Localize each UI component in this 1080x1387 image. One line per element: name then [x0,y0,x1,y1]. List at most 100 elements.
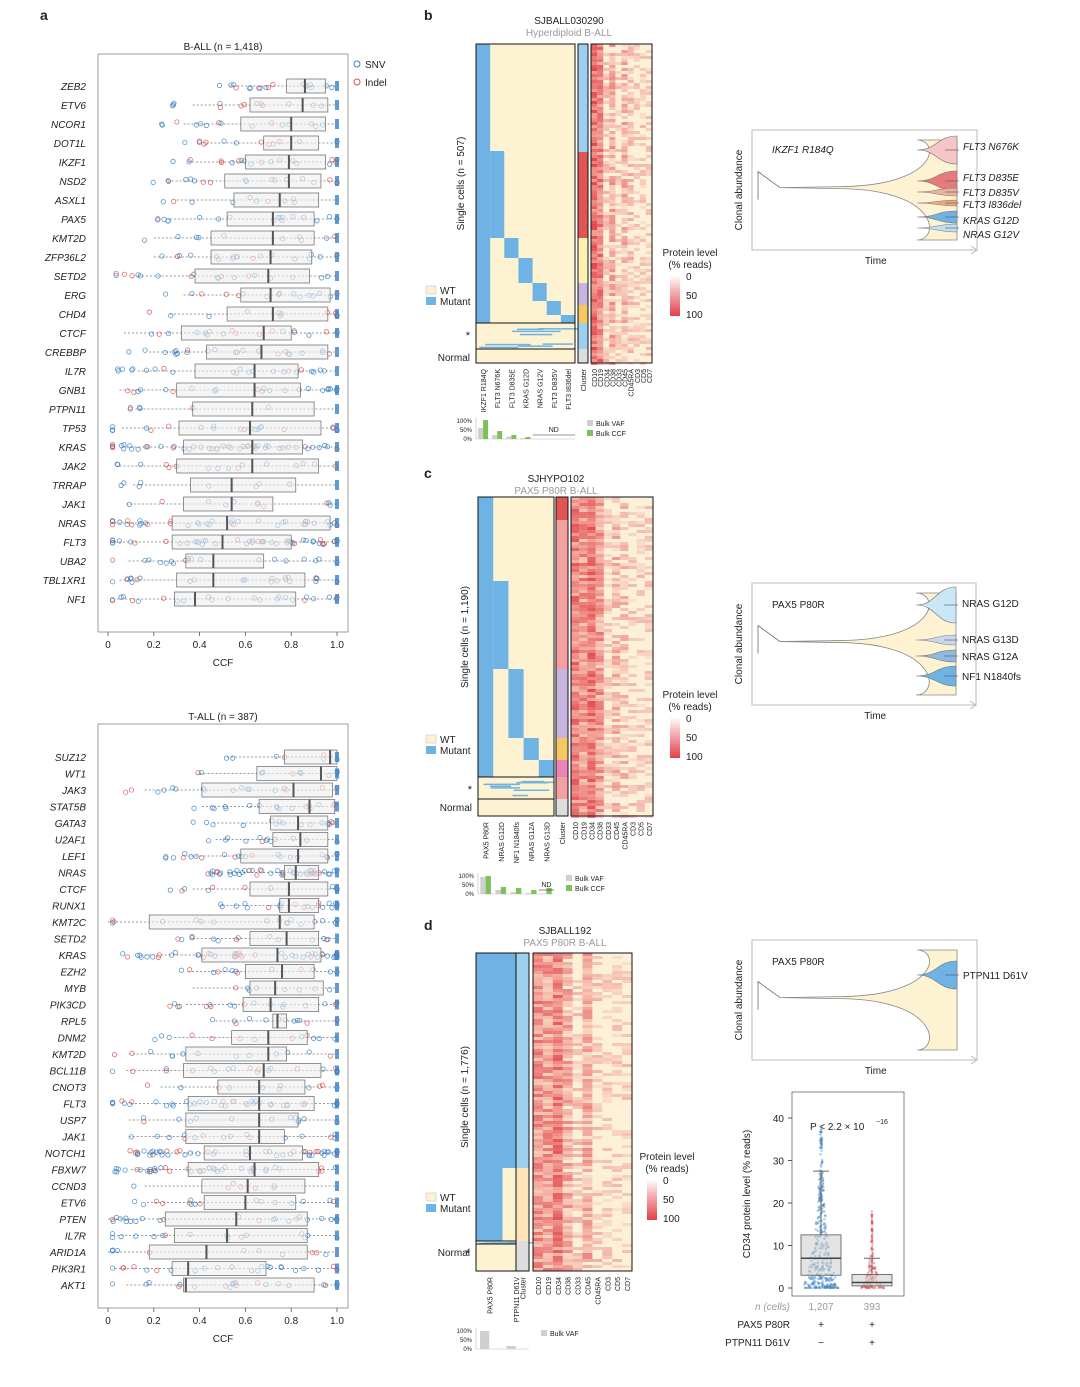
cd34-point [836,1286,840,1290]
heatmap-cell [609,179,616,182]
protein-label: CD5 [641,369,648,383]
data-point [196,214,203,221]
data-point [323,1251,329,1258]
data-point [161,595,167,601]
heatmap-cell [621,212,628,215]
data-point [114,1169,120,1175]
heatmap-cell [627,257,634,260]
data-point [327,161,333,167]
colorbar-step [647,1212,657,1214]
bulk-vaf-bar [506,1346,516,1349]
heatmap-cell [612,770,621,773]
heatmap-cell [622,1211,632,1214]
cd34-point [821,1184,824,1187]
colorbar-step [670,724,680,726]
cd34-point [874,1267,877,1271]
clonal-stack [335,252,339,262]
data-point [167,1003,173,1009]
bulk-tick: 50% [462,883,475,889]
clonal-stack [335,214,339,224]
clonal-stack [335,1197,339,1208]
sample-subtitle: Hyperdiploid B-ALL [526,28,613,39]
data-point [138,461,144,467]
heatmap-cell [620,662,629,665]
heatmap-cell [609,236,616,239]
heatmap-cell [615,203,622,206]
data-point [123,789,129,795]
heatmap-cell [571,614,580,617]
cd34-point [815,1286,819,1289]
heatmap-cell [579,707,588,710]
data-point [172,949,179,956]
subclone-mutant-block [508,669,524,738]
heatmap-cell [592,992,603,995]
heatmap-cell [552,1055,563,1058]
heatmap-cell [595,800,604,803]
heatmap-cell [591,314,598,317]
data-point [308,368,315,374]
heatmap-cell [621,62,628,65]
heatmap-cell [644,536,653,539]
heatmap-cell [552,992,563,995]
heatmap-cell [609,269,616,272]
heatmap-cell [644,656,653,659]
heatmap-cell [542,1223,553,1226]
heatmap-cell [621,260,628,263]
heatmap-cell [587,728,596,731]
heatmap-cell [644,539,653,542]
heatmap-cell [533,1142,543,1145]
data-point [115,1166,121,1172]
data-point [142,520,149,526]
heatmap-cell [633,65,640,68]
heatmap-cell [562,992,573,995]
heatmap-cell [595,776,604,779]
gene-label: SETD2 [54,272,87,283]
heatmap-cell [615,332,622,335]
heatmap-cell [603,338,610,341]
iqr-box [194,268,310,284]
cd34-point [871,1248,874,1251]
colorbar-step [670,726,680,728]
data-point [109,441,116,448]
heatmap-cell [612,719,621,722]
heatmap-cell [571,794,580,797]
cd34-point [824,1223,827,1226]
heatmap-cell [595,662,604,665]
heatmap-cell [645,263,652,266]
heatmap-cell [612,725,621,728]
heatmap-cell [609,284,616,287]
data-point [187,967,193,973]
y-axis-label: Single cells (n = 1,190) [460,586,471,688]
clonal-stack [335,537,339,547]
heatmap-cell [533,1256,543,1259]
cd34-point [819,1141,822,1144]
cd34-point [830,1286,834,1290]
heatmap-cell [579,632,588,635]
heatmap-cell [592,1259,603,1262]
heatmap-cell [582,1136,593,1139]
heatmap-cell [562,1034,573,1037]
normal-label: Normal [438,353,470,364]
cd34-point [870,1220,874,1223]
heatmap-cell [562,953,573,956]
heatmap-cell [552,1205,563,1208]
heatmap-cell [597,233,604,236]
data-point [297,1017,303,1023]
heatmap-cell [627,155,634,158]
genotype-frame [477,496,555,817]
heatmap-cell [579,530,588,533]
subclone-label: NF1 N1840fs [962,672,1021,683]
data-point [141,1119,147,1125]
heatmap-cell [542,1244,553,1247]
heatmap-cell [579,617,588,620]
heatmap-cell [579,809,588,812]
tick-label: 0.2 [147,1316,161,1327]
cd34-point [821,1178,825,1182]
heatmap-cell [597,347,604,350]
heatmap-cell [571,671,580,674]
heatmap-cell [582,1121,593,1124]
heatmap-cell [597,287,604,290]
heatmap-cell [609,263,616,266]
heatmap-cell [644,674,653,677]
heatmap-cell [622,1133,632,1136]
